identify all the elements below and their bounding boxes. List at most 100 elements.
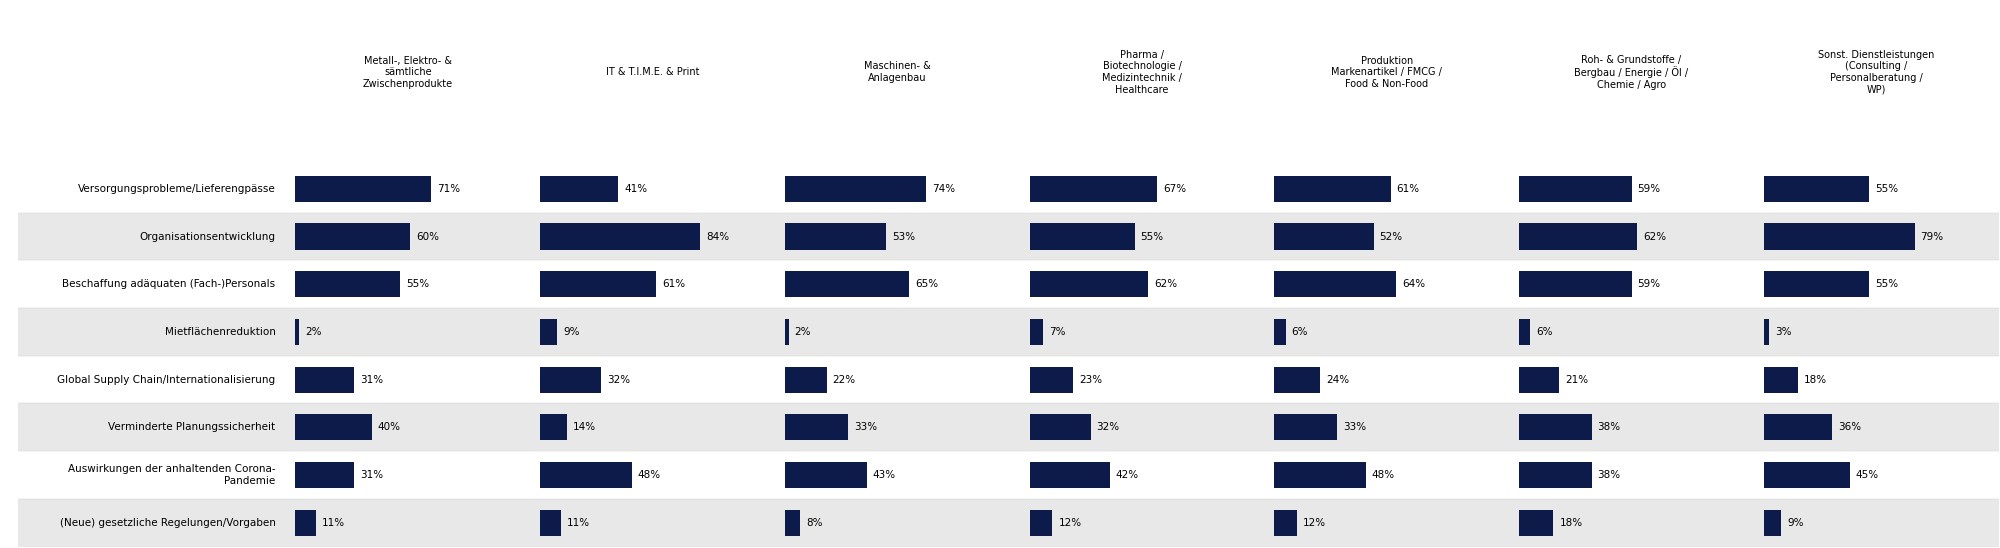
Text: 65%: 65% xyxy=(914,279,938,289)
Text: 6%: 6% xyxy=(1536,327,1552,337)
Bar xyxy=(1764,414,1832,441)
Text: 53%: 53% xyxy=(892,231,916,242)
Bar xyxy=(18,213,1998,260)
Bar xyxy=(1520,319,1530,345)
Bar xyxy=(1520,462,1592,488)
Bar xyxy=(540,367,602,393)
Bar xyxy=(18,451,1998,499)
Text: 67%: 67% xyxy=(1164,184,1186,194)
Bar xyxy=(1764,319,1770,345)
Bar xyxy=(1764,367,1798,393)
Text: 12%: 12% xyxy=(1058,518,1082,528)
Text: Global Supply Chain/Internationalisierung: Global Supply Chain/Internationalisierun… xyxy=(58,375,276,385)
Bar xyxy=(1274,367,1320,393)
Bar xyxy=(296,271,400,298)
Text: 74%: 74% xyxy=(932,184,956,194)
Text: 55%: 55% xyxy=(406,279,430,289)
Text: 48%: 48% xyxy=(638,470,660,480)
Bar xyxy=(296,176,430,202)
Bar xyxy=(540,462,632,488)
Bar xyxy=(540,176,618,202)
Text: 42%: 42% xyxy=(1116,470,1138,480)
Text: 11%: 11% xyxy=(322,518,346,528)
Text: 2%: 2% xyxy=(794,327,812,337)
Text: 32%: 32% xyxy=(1096,423,1120,432)
Bar xyxy=(1030,367,1074,393)
Bar xyxy=(540,224,700,250)
Bar xyxy=(1764,224,1914,250)
Text: 52%: 52% xyxy=(1380,231,1402,242)
Text: Pharma /
Biotechnologie /
Medizintechnik /
Healthcare: Pharma / Biotechnologie / Medizintechnik… xyxy=(1102,50,1182,95)
Text: 59%: 59% xyxy=(1638,279,1660,289)
Text: 41%: 41% xyxy=(624,184,648,194)
Bar xyxy=(540,319,558,345)
Bar xyxy=(296,367,354,393)
Text: 62%: 62% xyxy=(1644,231,1666,242)
Text: 59%: 59% xyxy=(1638,184,1660,194)
Text: 38%: 38% xyxy=(1598,423,1620,432)
Text: 3%: 3% xyxy=(1776,327,1792,337)
Text: 21%: 21% xyxy=(1566,375,1588,385)
Bar xyxy=(1274,176,1390,202)
Text: 61%: 61% xyxy=(662,279,686,289)
Bar xyxy=(1274,224,1374,250)
Bar xyxy=(784,367,826,393)
Text: 33%: 33% xyxy=(854,423,876,432)
Bar xyxy=(1764,176,1868,202)
Text: 79%: 79% xyxy=(1920,231,1944,242)
Bar xyxy=(296,510,316,536)
Bar xyxy=(540,510,562,536)
Text: 55%: 55% xyxy=(1140,231,1164,242)
Text: 6%: 6% xyxy=(1292,327,1308,337)
Bar xyxy=(1030,224,1134,250)
Text: Sonst. Dienstleistungen
(Consulting /
Personalberatung /
WP): Sonst. Dienstleistungen (Consulting / Pe… xyxy=(1818,50,1934,95)
Text: 31%: 31% xyxy=(360,375,384,385)
Bar xyxy=(1520,510,1554,536)
Text: 7%: 7% xyxy=(1048,327,1066,337)
Text: 2%: 2% xyxy=(306,327,322,337)
Bar xyxy=(18,356,1998,403)
Bar xyxy=(1520,271,1632,298)
Text: 33%: 33% xyxy=(1344,423,1366,432)
Bar xyxy=(18,308,1998,356)
Bar xyxy=(1030,271,1148,298)
Text: 61%: 61% xyxy=(1396,184,1420,194)
Text: 24%: 24% xyxy=(1326,375,1350,385)
Bar xyxy=(784,510,800,536)
Text: Beschaffung adäquaten (Fach-)Personals: Beschaffung adäquaten (Fach-)Personals xyxy=(62,279,276,289)
Text: 38%: 38% xyxy=(1598,470,1620,480)
Text: 55%: 55% xyxy=(1874,279,1898,289)
Text: 62%: 62% xyxy=(1154,279,1176,289)
Bar xyxy=(784,462,866,488)
Text: Versorgungsprobleme/Lieferengpässe: Versorgungsprobleme/Lieferengpässe xyxy=(78,184,276,194)
Bar xyxy=(1764,510,1780,536)
Bar xyxy=(784,176,926,202)
Bar xyxy=(1274,462,1366,488)
Text: 45%: 45% xyxy=(1856,470,1878,480)
Text: 12%: 12% xyxy=(1304,518,1326,528)
Bar xyxy=(784,319,788,345)
Bar xyxy=(1764,462,1850,488)
Bar xyxy=(1520,414,1592,441)
Bar xyxy=(296,224,410,250)
Bar xyxy=(1030,319,1042,345)
Text: 23%: 23% xyxy=(1080,375,1102,385)
Text: 71%: 71% xyxy=(436,184,460,194)
Text: 55%: 55% xyxy=(1874,184,1898,194)
Text: Maschinen- &
Anlagenbau: Maschinen- & Anlagenbau xyxy=(864,61,930,83)
Text: 84%: 84% xyxy=(706,231,730,242)
Bar xyxy=(1030,176,1158,202)
Bar xyxy=(540,271,656,298)
Bar xyxy=(1274,510,1298,536)
Text: 64%: 64% xyxy=(1402,279,1426,289)
Bar xyxy=(296,462,354,488)
Bar xyxy=(1274,414,1338,441)
Text: Organisationsentwicklung: Organisationsentwicklung xyxy=(140,231,276,242)
Text: Verminderte Planungssicherheit: Verminderte Planungssicherheit xyxy=(108,423,276,432)
Text: Auswirkungen der anhaltenden Corona-
Pandemie: Auswirkungen der anhaltenden Corona- Pan… xyxy=(68,464,276,486)
Text: IT & T.I.M.E. & Print: IT & T.I.M.E. & Print xyxy=(606,67,700,77)
Bar xyxy=(296,414,372,441)
Text: Produktion
Markenartikel / FMCG /
Food & Non-Food: Produktion Markenartikel / FMCG / Food &… xyxy=(1332,56,1442,89)
Bar xyxy=(1520,367,1560,393)
Text: 43%: 43% xyxy=(872,470,896,480)
